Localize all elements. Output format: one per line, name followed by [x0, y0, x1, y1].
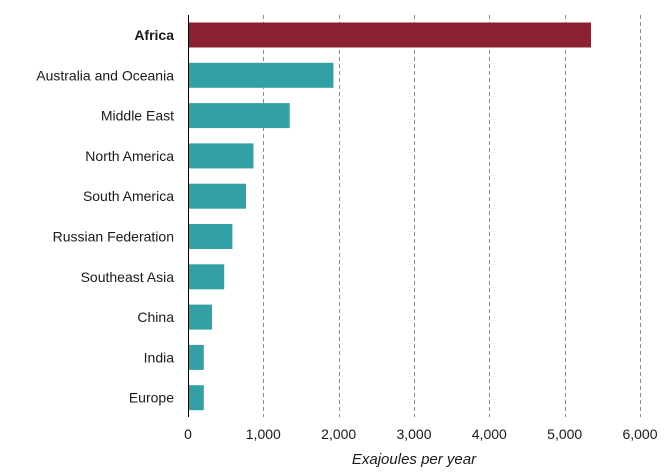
- category-label-india: India: [144, 349, 175, 365]
- bar-north-america: [188, 143, 254, 169]
- bar-africa: [188, 22, 591, 48]
- x-tick-label-2000: 2,000: [321, 426, 356, 442]
- category-label-china: China: [137, 309, 174, 325]
- category-labels: Africa Australia and Oceania Middle East No…: [36, 27, 174, 406]
- category-label-south-america: South America: [83, 188, 174, 204]
- category-label-australia-and-oceania: Australia and Oceania: [36, 67, 174, 83]
- category-label-north-america: North America: [85, 148, 174, 164]
- bar-southeast-asia: [188, 264, 225, 290]
- bars: [188, 22, 591, 411]
- bar-europe: [188, 385, 204, 411]
- bar-middle-east: [188, 103, 290, 129]
- category-label-russian-federation: Russian Federation: [53, 229, 174, 245]
- category-label-southeast-asia: Southeast Asia: [81, 269, 175, 285]
- category-label-middle-east: Middle East: [101, 108, 174, 124]
- x-axis-title: Exajoules per year: [352, 451, 477, 468]
- x-tick-label-1000: 1,000: [246, 426, 281, 442]
- bar-china: [188, 304, 213, 330]
- x-tick-label-6000: 6,000: [622, 426, 657, 442]
- bar-india: [188, 344, 204, 370]
- bar-south-america: [188, 183, 246, 209]
- bar-russian-federation: [188, 224, 233, 249]
- bar-australia-and-oceania: [188, 62, 334, 88]
- category-label-africa: Africa: [134, 27, 174, 43]
- x-tick-label-5000: 5,000: [547, 426, 582, 442]
- x-tick-label-4000: 4,000: [472, 426, 507, 442]
- x-tick-label-0: 0: [184, 426, 192, 442]
- x-tick-labels: 0 1,000 2,000 3,000 4,000 5,000 6,000: [184, 426, 658, 442]
- category-label-europe: Europe: [129, 390, 174, 406]
- x-tick-label-3000: 3,000: [396, 426, 431, 442]
